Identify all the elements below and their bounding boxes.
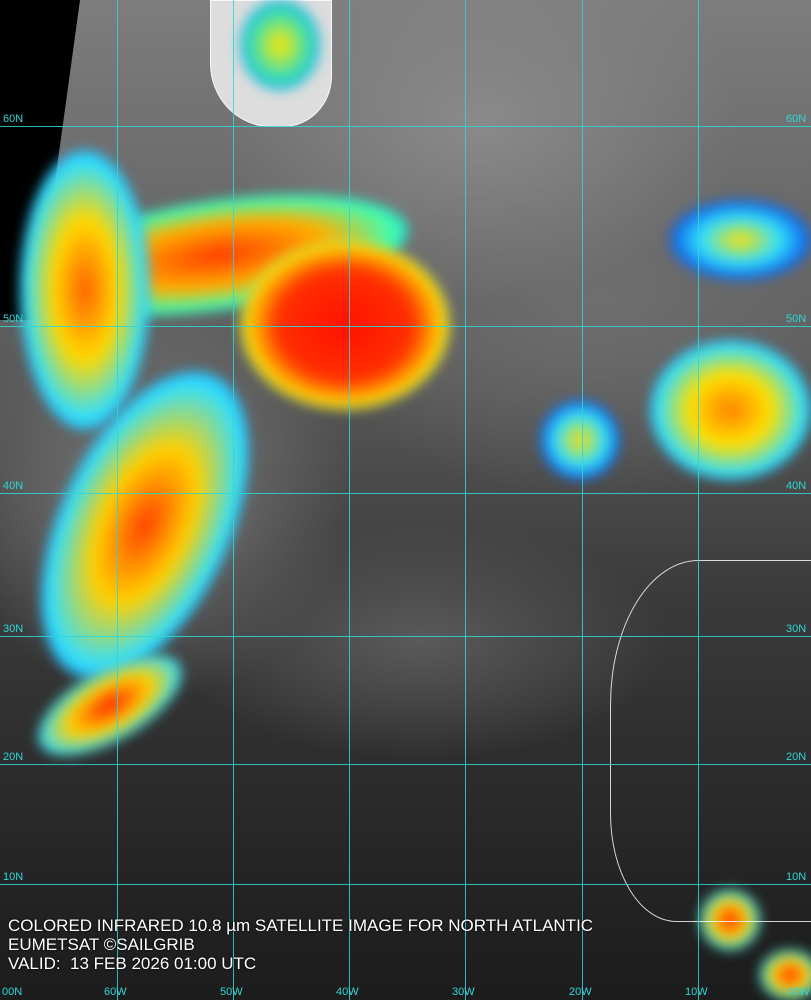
lat-label: 10N [3, 871, 24, 883]
lat-label: 50N [786, 313, 807, 325]
storm-west-arm [20, 150, 150, 430]
caption-valid-time: VALID: 13 FEB 2026 01:00 UTC [8, 954, 257, 973]
caption-title: COLORED INFRARED 10.8 µm SATELLITE IMAGE… [8, 916, 594, 935]
lat-label: 10N [786, 871, 807, 883]
lon-label: 40W [336, 986, 359, 998]
parallel-50n [0, 326, 811, 327]
parallel-10n [0, 884, 811, 885]
lon-label: 10W [685, 986, 708, 998]
meridian-40w [349, 0, 350, 1000]
lon-label: 60W [104, 986, 127, 998]
lat-label: 40N [3, 480, 24, 492]
lat-label: 40N [786, 480, 807, 492]
lat-label: 20N [3, 751, 24, 763]
meridian-30w [465, 0, 466, 1000]
lon-label: 30W [452, 986, 475, 998]
meridian-50w [233, 0, 234, 1000]
iberia-cloud-system [650, 340, 811, 480]
uk-cloud-band [670, 200, 811, 280]
greenland-ice-cloud [240, 0, 320, 90]
africa-coastline [610, 560, 811, 922]
lat-label: 20N [786, 751, 807, 763]
lat-label: 50N [3, 313, 24, 325]
lat-label: 30N [3, 623, 24, 635]
storm-core [240, 240, 450, 410]
parallel-40n [0, 493, 811, 494]
lon-label: 50W [220, 986, 243, 998]
parallel-20n [0, 764, 811, 765]
lon-label: 20W [569, 986, 592, 998]
lon-label: 00W [787, 986, 810, 998]
meridian-60w [117, 0, 118, 1000]
lat-label: 30N [786, 623, 807, 635]
parallel-60n [0, 126, 811, 127]
lon-label: 00N [2, 986, 23, 998]
lat-label: 60N [786, 113, 807, 125]
meridian-20w [582, 0, 583, 1000]
lat-label: 60N [3, 113, 24, 125]
parallel-30n [0, 636, 811, 637]
caption-source: EUMETSAT ©SAILGRIB [8, 935, 195, 954]
azores-convection [540, 400, 620, 480]
equatorial-convection [760, 950, 811, 1000]
image-caption: COLORED INFRARED 10.8 µm SATELLITE IMAGE… [8, 916, 593, 973]
meridian-10w [698, 0, 699, 1000]
